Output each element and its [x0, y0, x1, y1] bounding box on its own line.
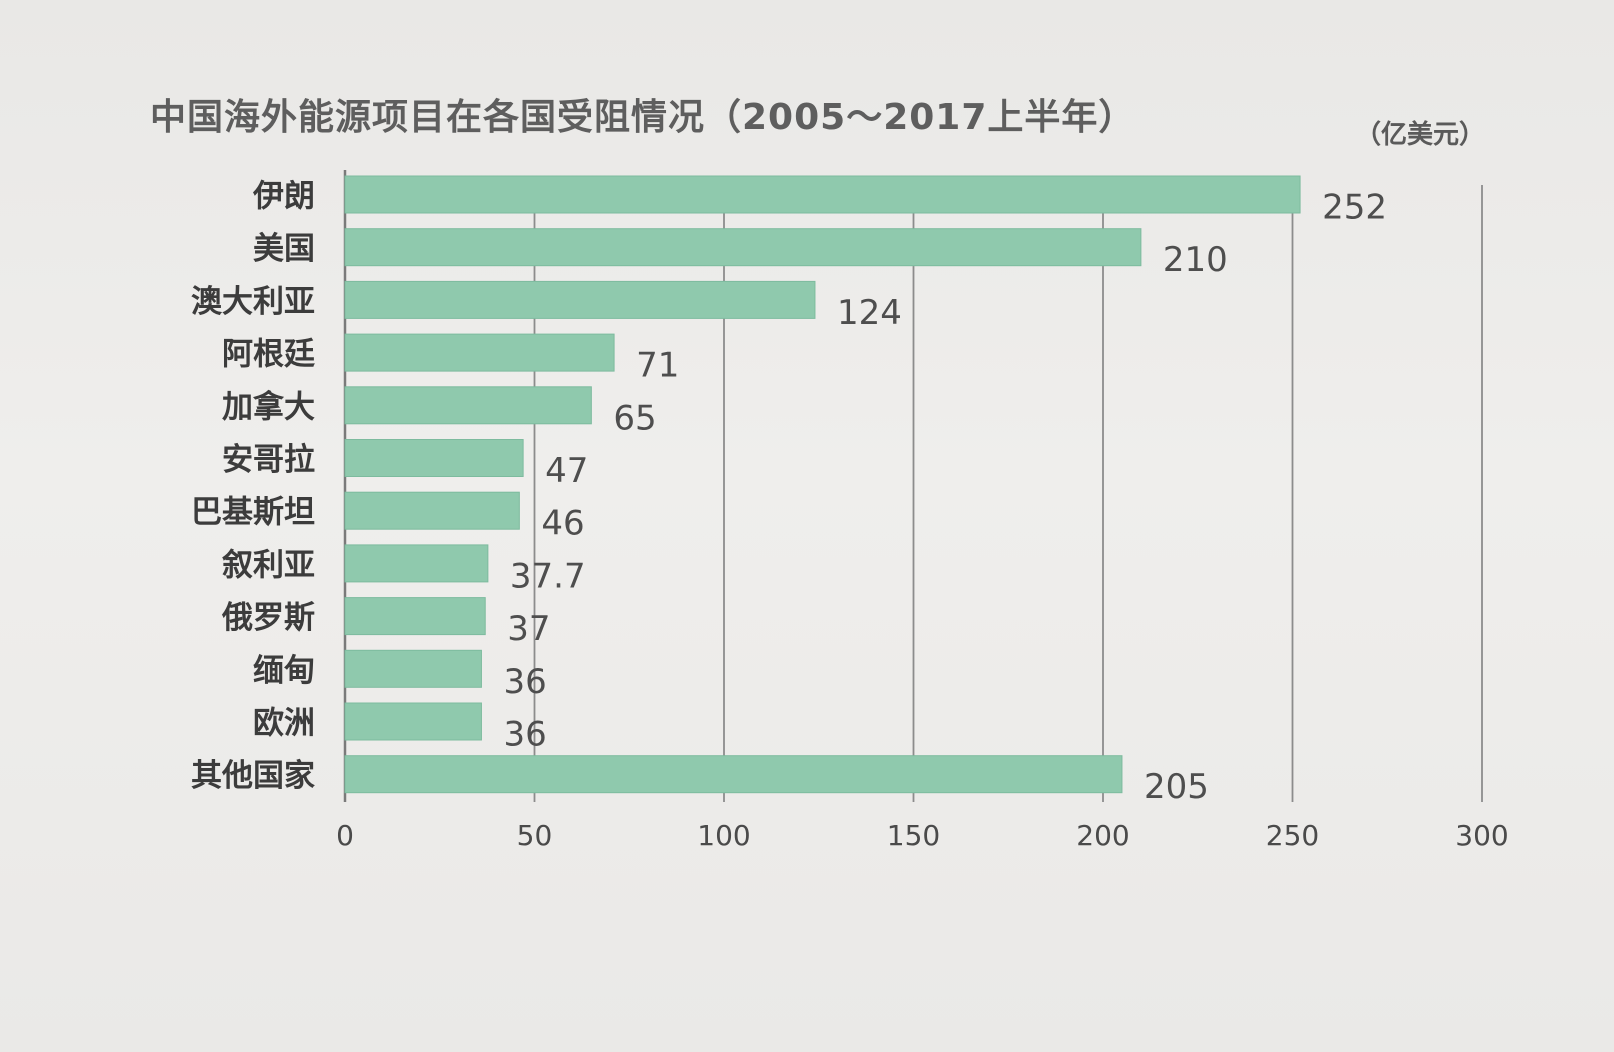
bar [344, 649, 482, 688]
x-tick-label: 100 [697, 819, 750, 852]
category-label: 澳大利亚 [191, 284, 315, 320]
category-label: 安哥拉 [222, 442, 315, 478]
bar [344, 280, 816, 319]
value-label: 205 [1144, 767, 1209, 807]
bar [344, 597, 486, 636]
unit-label: （亿美元） [1355, 120, 1486, 150]
category-label: 欧洲 [253, 706, 315, 742]
x-tick-label: 150 [887, 819, 940, 852]
bar [344, 175, 1301, 214]
bar [344, 702, 482, 741]
category-label: 叙利亚 [222, 547, 315, 583]
x-tick-label: 300 [1455, 819, 1508, 852]
category-label: 巴基斯坦 [191, 495, 315, 531]
value-label: 71 [636, 346, 679, 386]
bar [344, 228, 1142, 267]
category-label: 美国 [253, 231, 315, 267]
value-label: 46 [541, 504, 584, 544]
category-label: 阿根廷 [222, 337, 315, 373]
value-label: 37.7 [510, 556, 586, 596]
value-label: 124 [837, 293, 902, 333]
bar [344, 333, 615, 372]
bar [344, 491, 520, 530]
bar [344, 439, 524, 477]
category-label: 其他国家 [191, 758, 315, 794]
value-label: 47 [545, 451, 588, 491]
value-label: 252 [1322, 188, 1387, 228]
bar [344, 544, 489, 583]
category-label: 俄罗斯 [221, 600, 315, 636]
x-tick-label: 250 [1266, 819, 1319, 852]
chart-title: 中国海外能源项目在各国受阻情况（2005～2017上半年） [150, 97, 1136, 138]
value-label: 36 [503, 662, 546, 702]
x-tick-label: 200 [1076, 819, 1129, 852]
bar [344, 755, 1123, 794]
value-label: 210 [1163, 240, 1228, 280]
bar [344, 386, 592, 425]
value-label: 65 [613, 398, 656, 438]
x-tick-label: 50 [517, 819, 553, 852]
category-label: 加拿大 [222, 389, 315, 425]
category-label: 伊朗 [252, 179, 315, 215]
value-label: 37 [507, 609, 550, 649]
x-tick-label: 0 [336, 819, 354, 852]
category-label: 缅甸 [253, 653, 315, 689]
value-label: 36 [503, 715, 546, 755]
